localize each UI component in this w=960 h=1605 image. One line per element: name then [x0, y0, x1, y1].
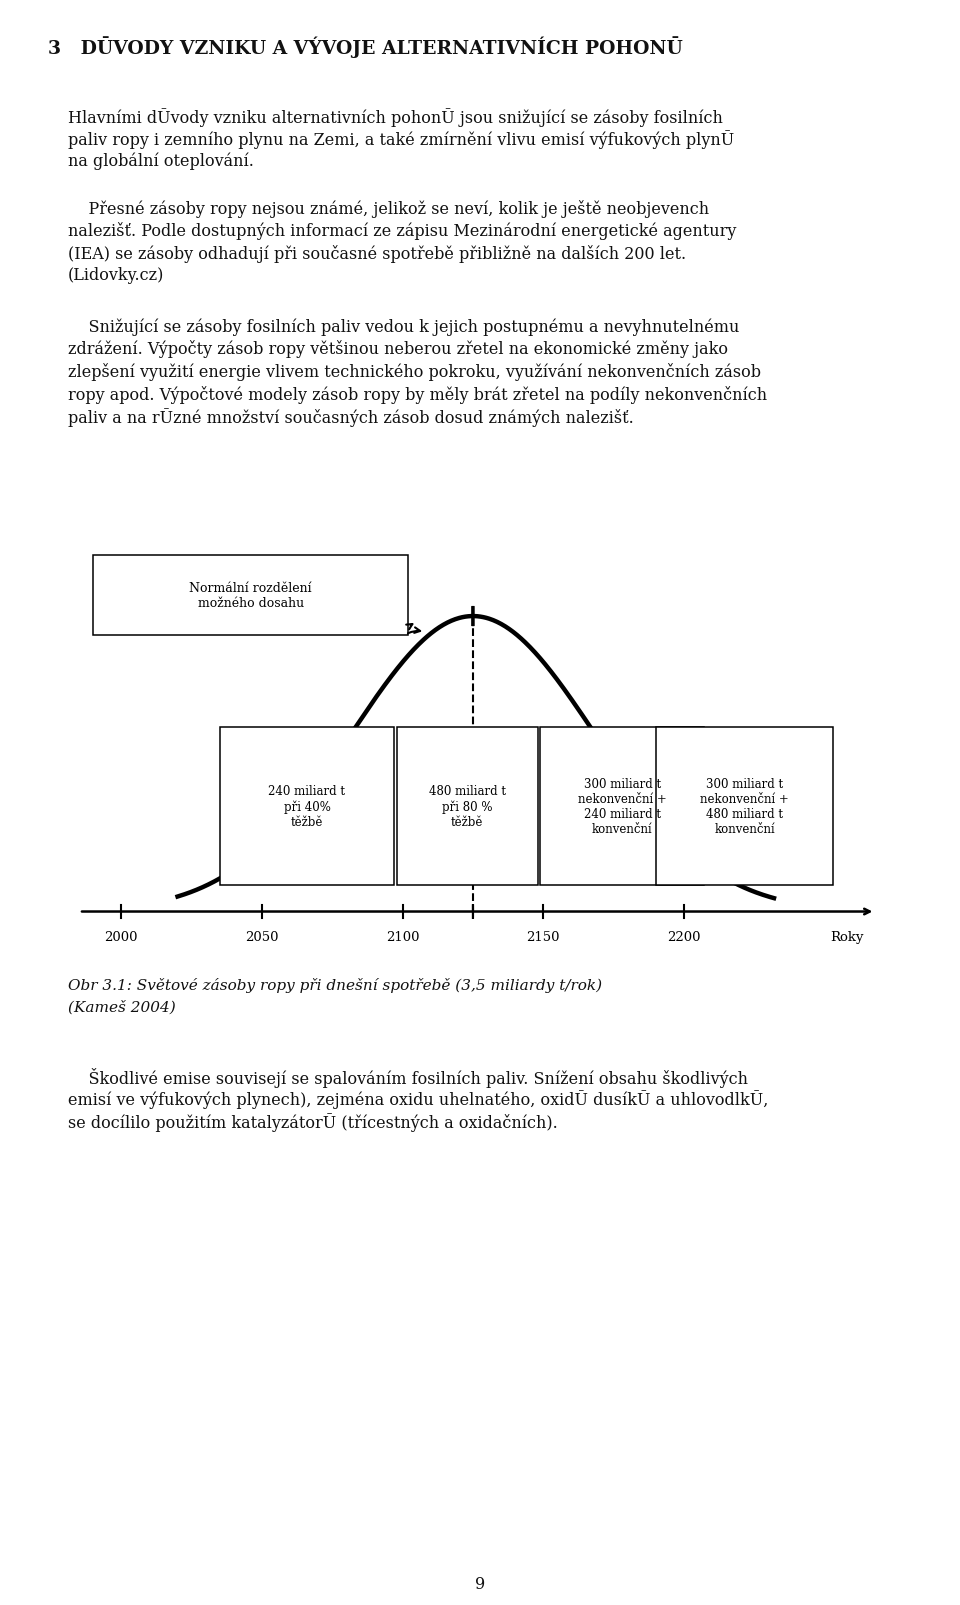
Text: 2050: 2050 — [245, 931, 278, 944]
Text: Hlavními dŪvody vzniku alternativních pohonŪ jsou snižující se zásoby fosilních: Hlavními dŪvody vzniku alternativních po… — [68, 108, 723, 127]
Text: 2150: 2150 — [526, 931, 560, 944]
Bar — [656, 727, 833, 886]
Text: (IEA) se zásoby odhadují při současné spotřebě přibližně na dalších 200 let.: (IEA) se zásoby odhadují při současné sp… — [68, 246, 686, 263]
Text: ropy apod. Výpočtové modely zásob ropy by měly brát zřetel na podíly nekonvenční: ropy apod. Výpočtové modely zásob ropy b… — [68, 385, 767, 403]
Text: Škodlivé emise souvisejí se spalováním fosilních paliv. Snížení obsahu škodlivýc: Škodlivé emise souvisejí se spalováním f… — [68, 1067, 748, 1087]
Bar — [540, 727, 704, 886]
Text: Obr 3.1: Světové zásoby ropy při dnešní spotřebě (3,5 miliardy t/rok): Obr 3.1: Světové zásoby ropy při dnešní … — [68, 977, 602, 992]
Text: (Lidovky.cz): (Lidovky.cz) — [68, 268, 164, 284]
Text: paliv a na rŪzné množství současných zásob dosud známých nalezišť.: paliv a na rŪzné množství současných zás… — [68, 408, 634, 427]
Text: Roky: Roky — [830, 931, 864, 944]
Text: 240 miliard t
při 40%
těžbě: 240 miliard t při 40% těžbě — [269, 785, 346, 828]
Text: se docílilo použitím katalyzátorŪ (třícestných a oxidačních).: se docílilo použitím katalyzátorŪ (tříce… — [68, 1112, 558, 1132]
Text: zlepšení využití energie vlivem technického pokroku, využívání nekonvenčních zás: zlepšení využití energie vlivem technick… — [68, 363, 761, 380]
Text: Přesné zásoby ropy nejsou známé, jelikož se neví, kolik je ještě neobjevench: Přesné zásoby ropy nejsou známé, jelikož… — [68, 201, 709, 218]
Text: nalezišť. Podle dostupných informací ze zápisu Mezinárodní energetické agentury: nalezišť. Podle dostupných informací ze … — [68, 223, 736, 241]
Text: (Kameš 2004): (Kameš 2004) — [68, 1000, 176, 1014]
Text: Normální rozdělení
možného dosahu: Normální rozdělení možného dosahu — [189, 581, 312, 610]
Text: 2100: 2100 — [386, 931, 420, 944]
Text: 480 miliard t
při 80 %
těžbě: 480 miliard t při 80 % těžbě — [429, 785, 506, 828]
Text: paliv ropy i zemního plynu na Zemi, a také zmírnění vlivu emisí výfukových plynŪ: paliv ropy i zemního plynu na Zemi, a ta… — [68, 130, 734, 149]
Bar — [93, 555, 408, 636]
Text: 300 miliard t
nekonvenční +
240 miliard t
konvenční: 300 miliard t nekonvenční + 240 miliard … — [578, 777, 666, 836]
Text: 2200: 2200 — [667, 931, 701, 944]
Text: 9: 9 — [475, 1575, 485, 1592]
Text: emisí ve výfukových plynech), zejména oxidu uhelnatého, oxidŪ dusíkŪ a uhlovodlk: emisí ve výfukových plynech), zejména ox… — [68, 1090, 768, 1109]
Text: 300 miliard t
nekonvenční +
480 miliard t
konvenční: 300 miliard t nekonvenční + 480 miliard … — [700, 777, 789, 836]
Bar — [397, 727, 538, 886]
Text: 3   DŪVODY VZNIKU A VÝVOJE ALTERNATIVNÍCH POHONŪ: 3 DŪVODY VZNIKU A VÝVOJE ALTERNATIVNÍCH … — [48, 35, 683, 58]
Text: 2000: 2000 — [105, 931, 138, 944]
Bar — [220, 727, 395, 886]
Text: Snižující se zásoby fosilních paliv vedou k jejich postupnému a nevyhnutelnému: Snižující se zásoby fosilních paliv vedo… — [68, 318, 739, 335]
Text: zdrážení. Výpočty zásob ropy většinou neberou zřetel na ekonomické změny jako: zdrážení. Výpočty zásob ropy většinou ne… — [68, 340, 728, 358]
Text: na globální oteplování.: na globální oteplování. — [68, 152, 253, 170]
